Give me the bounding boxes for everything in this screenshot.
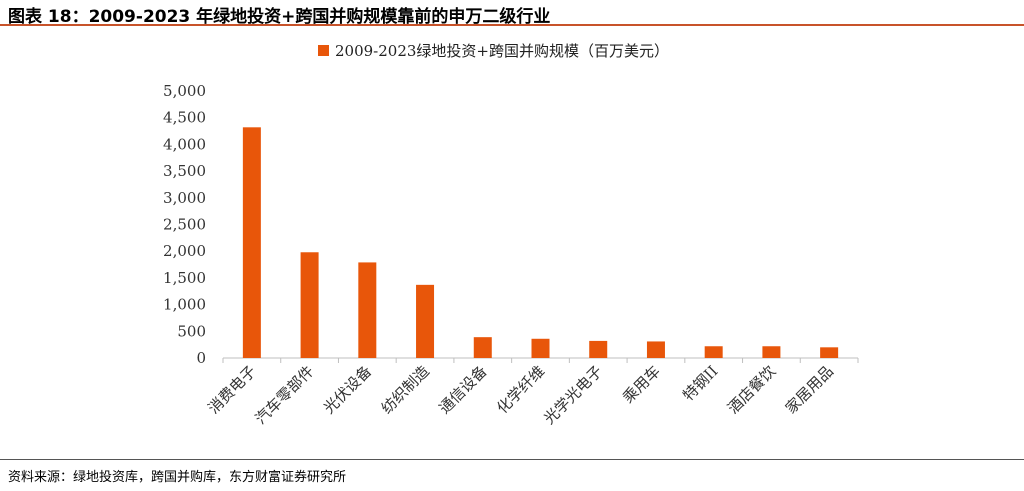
- bar-chart: 0 500 1,000 1,500 2,000 2,500 3,000 3,500 4,000 4…: [163, 82, 859, 428]
- y-tick-label: 2,500: [163, 216, 206, 234]
- y-tick-label: 1,000: [163, 296, 206, 314]
- x-tick-label: 酒店餐饮: [724, 362, 779, 417]
- y-tick-label: 4,500: [163, 109, 206, 127]
- legend-label: 2009-2023绿地投资+跨国并购规模（百万美元）: [335, 42, 669, 60]
- bar: [646, 341, 665, 358]
- y-tick-label: 2,000: [163, 242, 206, 260]
- y-tick-label: 3,000: [163, 189, 206, 207]
- x-tick-label: 光学光电子: [540, 362, 606, 428]
- source-rule: [0, 459, 1024, 460]
- bar: [589, 340, 608, 358]
- bar: [473, 337, 492, 358]
- x-tick-label: 纺织制造: [378, 362, 433, 417]
- bar: [358, 262, 377, 358]
- bar: [531, 338, 550, 358]
- bar: [820, 347, 839, 358]
- bar: [300, 252, 319, 358]
- legend-swatch: [318, 45, 329, 56]
- y-tick-label: 5,000: [163, 82, 206, 100]
- x-tick-label: 家居用品: [782, 362, 837, 417]
- x-tick-label: 光伏设备: [320, 362, 375, 417]
- chart-legend: 2009-2023绿地投资+跨国并购规模（百万美元）: [318, 40, 669, 61]
- y-tick-label: 500: [177, 322, 206, 340]
- x-tick-label: 汽车零部件: [252, 362, 318, 428]
- y-tick-label: 1,500: [163, 269, 206, 287]
- y-tick-label: 3,500: [163, 162, 206, 180]
- bar: [242, 127, 261, 358]
- x-tick-label: 化学纤维: [493, 362, 548, 417]
- bar: [704, 346, 723, 358]
- x-tick-label: 特钢II: [679, 362, 721, 404]
- x-tick-label: 通信设备: [435, 362, 490, 417]
- title-rule: [0, 24, 1024, 26]
- bar: [416, 284, 435, 358]
- figure-title: 图表 18：2009-2023 年绿地投资+跨国并购规模靠前的申万二级行业: [8, 7, 551, 27]
- y-tick-label: 0: [196, 349, 206, 367]
- bar: [762, 346, 781, 358]
- x-tick-label: 消费电子: [205, 362, 260, 417]
- y-tick-label: 4,000: [163, 135, 206, 153]
- x-tick-label: 乘用车: [619, 362, 664, 407]
- source-note: 资料来源：绿地投资库，跨国并购库，东方财富证券研究所: [8, 470, 347, 485]
